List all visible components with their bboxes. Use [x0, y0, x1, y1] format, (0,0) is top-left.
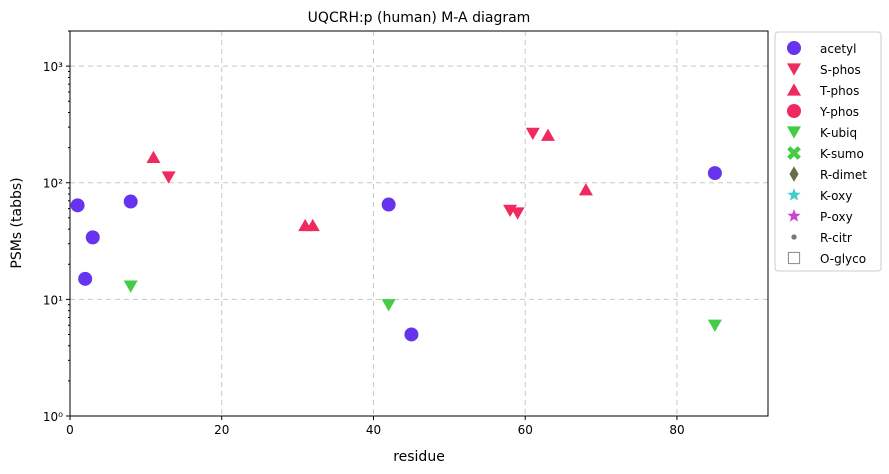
data-point-K-ubiq	[123, 280, 138, 293]
grid-lines	[70, 31, 768, 416]
data-point-T-phos	[305, 218, 320, 232]
data-point-acetyl	[381, 197, 396, 212]
legend-marker-K-ubiq	[787, 126, 801, 139]
data-point-acetyl	[78, 271, 93, 286]
plot-frame	[69, 30, 769, 417]
y-tick-label: 10³	[43, 60, 63, 74]
data-point-S-phos	[510, 207, 525, 220]
legend-label: O-glyco	[820, 252, 866, 266]
x-tick-label: 80	[669, 423, 684, 437]
y-tick-label: 10⁰	[43, 410, 63, 424]
y-tick-label: 10²	[43, 177, 63, 191]
legend-marker-S-phos	[787, 63, 801, 76]
legend-label: S-phos	[820, 63, 861, 77]
x-tick-label: 20	[214, 423, 229, 437]
legend-marker-Y-phos	[787, 104, 801, 118]
legend-label: K-sumo	[820, 147, 864, 161]
data-point-T-phos	[540, 128, 555, 141]
legend-marker-O-glyco	[787, 251, 801, 265]
x-tick-label: 60	[518, 423, 533, 437]
legend-label: P-oxy	[820, 210, 853, 224]
y-axis-label: PSMs (tabbs)	[9, 177, 25, 268]
data-points	[70, 127, 722, 342]
legend-label: R-dimet	[820, 168, 867, 182]
data-point-acetyl	[85, 230, 100, 245]
chart-title: UQCRH:p (human) M-A diagram	[308, 10, 531, 26]
legend-frame	[774, 31, 882, 272]
data-point-T-phos	[146, 150, 161, 163]
data-point-S-phos	[525, 127, 540, 141]
axes: 0 20 40 60 80 10⁰ 10¹ 10² 10³	[43, 30, 685, 437]
legend-marker-R-citr	[791, 234, 797, 240]
legend-label: T-phos	[819, 84, 859, 98]
data-point-acetyl	[123, 194, 138, 209]
data-point-acetyl	[70, 198, 85, 213]
x-tick-label: 40	[366, 423, 381, 437]
legend-label: Y-phos	[819, 105, 859, 119]
legend-label: acetyl	[820, 42, 856, 56]
legend-marker-P-oxy	[787, 209, 801, 222]
legend-label: K-oxy	[820, 189, 852, 203]
legend-marker-acetyl	[787, 41, 801, 55]
data-point-acetyl	[404, 327, 419, 342]
data-point-S-phos	[161, 171, 176, 184]
x-axis-label: residue	[393, 449, 445, 465]
data-point-K-ubiq	[707, 319, 722, 332]
x-tick-label: 0	[66, 423, 74, 437]
legend-marker-K-sumo	[787, 146, 801, 160]
legend-marker-K-oxy	[787, 188, 801, 201]
data-point-T-phos	[578, 183, 593, 196]
legend-label: R-citr	[820, 231, 852, 245]
legend-label: K-ubiq	[820, 126, 857, 140]
x-cross-stroke	[787, 146, 801, 160]
y-tick-label: 10¹	[43, 293, 63, 307]
legend-marker-T-phos	[787, 83, 801, 96]
data-point-K-ubiq	[381, 299, 396, 312]
data-point-acetyl	[707, 166, 722, 181]
legend-marker-R-dimet	[789, 166, 799, 182]
legend: acetyl S-phos T-phos Y-phos K-ubiq K-sumo R-di…	[774, 31, 882, 272]
